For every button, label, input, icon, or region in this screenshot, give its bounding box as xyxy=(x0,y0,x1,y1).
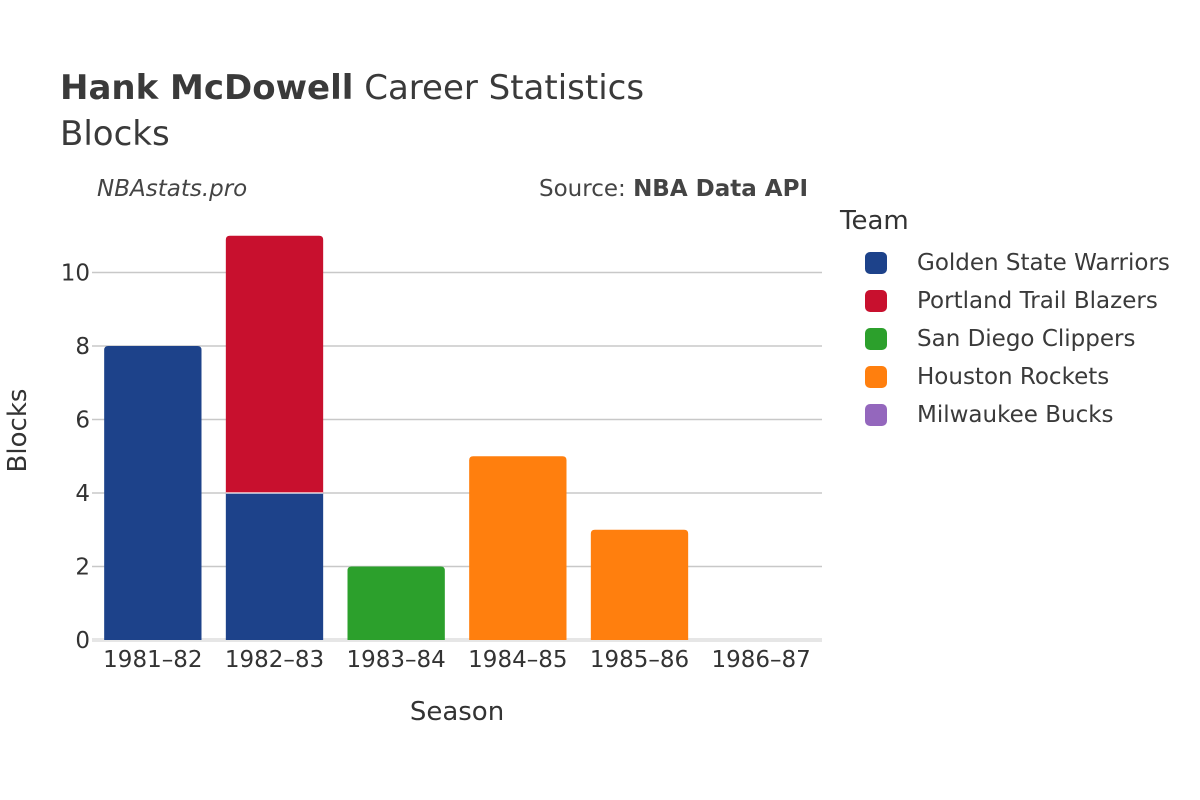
x-tick-label: 1983–84 xyxy=(347,647,446,673)
legend-item[interactable]: Golden State Warriors xyxy=(840,244,1170,282)
legend-items: Golden State Warriors Portland Trail Blaz… xyxy=(840,244,1170,434)
bar xyxy=(104,345,202,640)
legend-swatch xyxy=(865,404,887,426)
x-tick-label: 1985–86 xyxy=(590,647,689,673)
y-tick-label: 4 xyxy=(75,481,90,507)
watermark: NBAstats.pro xyxy=(97,176,248,202)
x-tick-label: 1984–85 xyxy=(468,647,567,673)
bar xyxy=(347,566,445,640)
legend-item[interactable]: Milwaukee Bucks xyxy=(840,396,1170,434)
chart-subtitle: Blocks xyxy=(60,114,170,154)
source-name: NBA Data API xyxy=(633,176,808,202)
legend-swatch xyxy=(865,328,887,350)
y-axis-title: Blocks xyxy=(3,389,33,473)
x-tick-label: 1982–83 xyxy=(225,647,324,673)
x-axis-title: Season xyxy=(410,697,504,727)
title-rest: Career Statistics xyxy=(353,68,645,108)
legend-item[interactable]: Portland Trail Blazers xyxy=(840,282,1170,320)
bar xyxy=(590,529,689,640)
y-tick-label: 8 xyxy=(75,334,90,360)
legend-item[interactable]: San Diego Clippers xyxy=(840,320,1170,358)
bar xyxy=(225,235,324,493)
legend-title: Team xyxy=(840,206,909,236)
legend-label: San Diego Clippers xyxy=(917,326,1136,352)
y-tick-label: 10 xyxy=(61,260,90,286)
legend-swatch xyxy=(865,252,887,274)
y-tick-label: 6 xyxy=(75,407,90,433)
x-tick-label: 1981–82 xyxy=(103,647,202,673)
legend-swatch xyxy=(865,290,887,312)
legend-swatch xyxy=(865,366,887,388)
legend: Team Golden State Warriors Portland Trail… xyxy=(840,206,1170,434)
legend-label: Golden State Warriors xyxy=(917,250,1170,276)
x-tick-label: 1986–87 xyxy=(712,647,811,673)
legend-item[interactable]: Houston Rockets xyxy=(840,358,1170,396)
y-tick-label: 0 xyxy=(75,628,90,654)
source-credit: Source: NBA Data API xyxy=(539,176,808,202)
chart-title: Hank McDowell Career Statistics xyxy=(60,66,644,110)
bar xyxy=(225,492,324,640)
player-name: Hank McDowell xyxy=(60,68,354,108)
bar xyxy=(469,456,567,640)
source-prefix: Source: xyxy=(539,176,634,202)
y-tick-label: 2 xyxy=(75,554,90,580)
legend-label: Portland Trail Blazers xyxy=(917,288,1158,314)
legend-label: Houston Rockets xyxy=(917,364,1110,390)
legend-label: Milwaukee Bucks xyxy=(917,402,1114,428)
